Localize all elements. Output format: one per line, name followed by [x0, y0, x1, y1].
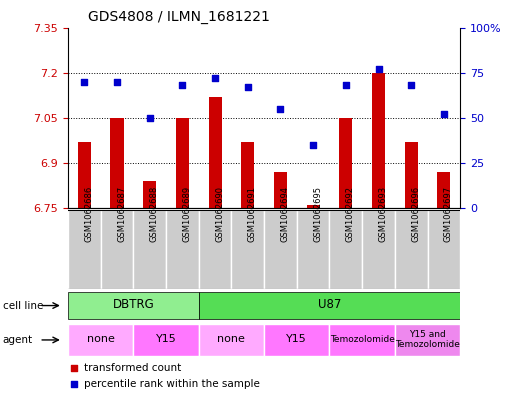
Point	[70, 380, 78, 387]
Text: GSM1062687: GSM1062687	[117, 186, 126, 242]
Text: percentile rank within the sample: percentile rank within the sample	[84, 378, 259, 389]
Text: GSM1062691: GSM1062691	[248, 186, 257, 242]
Text: GSM1062690: GSM1062690	[215, 186, 224, 242]
Point	[342, 82, 350, 88]
Bar	[78, 142, 91, 208]
Text: DBTRG: DBTRG	[112, 298, 154, 312]
Bar	[199, 324, 264, 356]
Bar	[176, 118, 189, 208]
Bar	[372, 73, 385, 208]
Text: agent: agent	[3, 335, 33, 345]
Bar	[264, 324, 329, 356]
Point	[276, 106, 285, 112]
Bar	[133, 324, 199, 356]
Bar	[339, 118, 353, 208]
Bar	[241, 142, 254, 208]
Point	[407, 82, 415, 88]
Text: GSM1062695: GSM1062695	[313, 186, 322, 242]
Bar	[110, 118, 123, 208]
Point	[309, 142, 317, 148]
Text: GDS4808 / ILMN_1681221: GDS4808 / ILMN_1681221	[88, 10, 269, 24]
Bar	[166, 210, 199, 289]
Bar	[231, 210, 264, 289]
Point	[80, 79, 88, 85]
Text: Y15 and
Temozolomide: Y15 and Temozolomide	[395, 330, 460, 349]
Bar	[264, 210, 297, 289]
Text: Temozolomide: Temozolomide	[329, 335, 395, 344]
Bar	[100, 210, 133, 289]
Point	[374, 66, 383, 72]
Bar	[68, 292, 199, 319]
Bar	[133, 210, 166, 289]
Text: GSM1062697: GSM1062697	[444, 186, 453, 242]
Bar	[329, 324, 395, 356]
Bar	[362, 210, 395, 289]
Bar	[68, 324, 133, 356]
Text: Y15: Y15	[156, 334, 176, 344]
Bar	[306, 205, 320, 208]
Bar	[199, 292, 460, 319]
Text: GSM1062688: GSM1062688	[150, 186, 158, 242]
Bar	[329, 210, 362, 289]
Text: GSM1062689: GSM1062689	[183, 186, 191, 242]
Bar	[437, 172, 450, 208]
Point	[113, 79, 121, 85]
Text: GSM1062694: GSM1062694	[280, 186, 289, 242]
Text: transformed count: transformed count	[84, 364, 181, 373]
Bar	[209, 97, 222, 208]
Bar	[143, 181, 156, 208]
Point	[440, 111, 448, 118]
Bar	[68, 210, 100, 289]
Point	[178, 82, 187, 88]
Text: GSM1062696: GSM1062696	[411, 186, 420, 242]
Point	[211, 75, 219, 81]
Bar	[297, 210, 329, 289]
Bar	[395, 324, 460, 356]
Text: Y15: Y15	[287, 334, 307, 344]
Bar	[199, 210, 231, 289]
Point	[145, 115, 154, 121]
Bar	[405, 142, 418, 208]
Bar	[428, 210, 460, 289]
Text: GSM1062693: GSM1062693	[379, 186, 388, 242]
Text: none: none	[218, 334, 245, 344]
Text: GSM1062692: GSM1062692	[346, 186, 355, 242]
Text: cell line: cell line	[3, 301, 43, 310]
Text: GSM1062686: GSM1062686	[84, 186, 93, 242]
Point	[244, 84, 252, 90]
Point	[70, 365, 78, 372]
Text: U87: U87	[318, 298, 341, 312]
Text: none: none	[87, 334, 115, 344]
Bar	[274, 172, 287, 208]
Bar	[395, 210, 428, 289]
